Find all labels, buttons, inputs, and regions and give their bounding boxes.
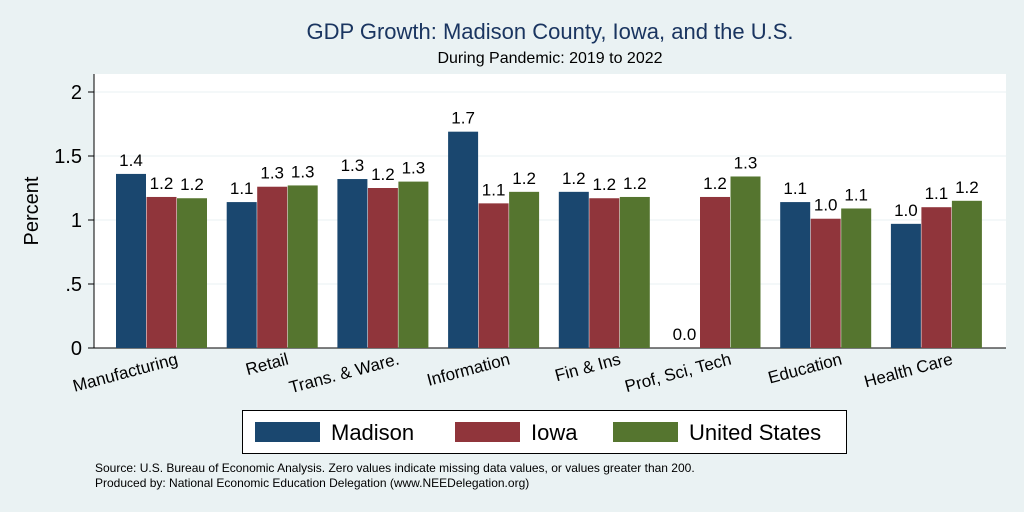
bar [619,196,650,348]
category-label: Information [425,350,512,390]
data-label: 1.0 [814,196,838,215]
bar [810,218,841,348]
bar [116,173,146,348]
data-label: 1.3 [402,159,426,178]
bar [700,196,730,348]
legend-swatch-madison [255,422,320,442]
chart-subtitle: During Pandemic: 2019 to 2022 [437,50,663,67]
bar [146,196,177,348]
data-label: 1.4 [119,151,143,170]
bar [780,202,811,348]
data-label: 1.2 [592,175,616,194]
bar [841,208,872,348]
category-label: Health Care [862,350,955,392]
chart-title: GDP Growth: Madison County, Iowa, and th… [306,19,794,44]
bar [226,202,257,348]
bar [921,207,952,348]
legend-swatch-iowa [455,422,520,442]
bar [448,131,479,348]
data-label: 1.3 [260,164,284,183]
data-label: 1.2 [371,165,395,184]
bar [478,203,509,348]
y-tick-label: 1.5 [54,146,82,168]
data-label: 1.2 [623,174,647,193]
data-label: 1.2 [150,174,174,193]
y-tick-label: 1 [71,210,82,232]
produced-by-note: Produced by: National Economic Education… [95,476,530,490]
legend-label-united-states: United States [689,420,822,445]
legend-label-iowa: Iowa [531,420,578,445]
data-label: 1.1 [230,179,254,198]
data-label: 1.2 [180,175,204,194]
y-tick-label: .5 [65,274,82,296]
category-label: Prof, Sci, Tech [623,350,733,397]
data-label: 1.2 [562,169,586,188]
y-tick-label: 2 [71,82,82,104]
legend-label-madison: Madison [331,420,415,445]
bar [558,191,589,348]
bar [890,223,921,348]
data-label: 1.1 [783,179,807,198]
bar [730,176,761,348]
bar [509,191,540,348]
y-axis-label: Percent [21,176,43,245]
category-label: Manufacturing [71,350,180,396]
data-label: 1.2 [703,174,727,193]
data-label: 1.1 [925,184,949,203]
bar [398,181,429,348]
bar [177,198,207,348]
data-label: 1.2 [512,169,536,188]
legend-swatch-united-states [613,422,678,442]
chart-legend: Madison Iowa United States [242,410,847,454]
data-label: 1.3 [341,156,365,175]
bar [337,179,368,348]
source-note: Source: U.S. Bureau of Economic Analysis… [95,461,695,475]
data-label: 1.2 [955,178,979,197]
data-label: 1.1 [844,185,868,204]
data-label: 1.7 [451,109,475,128]
bar [589,198,620,348]
data-label: 1.3 [291,162,315,181]
y-tick-label: 0 [71,338,82,360]
data-label: 0.0 [673,325,697,344]
category-label: Retail [244,350,291,380]
data-label: 1.1 [482,180,506,199]
category-label: Fin & Ins [553,350,623,386]
data-label: 1.0 [894,201,918,220]
category-label: Education [766,350,844,388]
data-label: 1.3 [734,153,758,172]
bar [287,185,318,348]
bar [257,186,288,348]
bar [367,188,398,348]
category-label: Trans. & Ware. [287,350,401,398]
bar [951,200,982,348]
